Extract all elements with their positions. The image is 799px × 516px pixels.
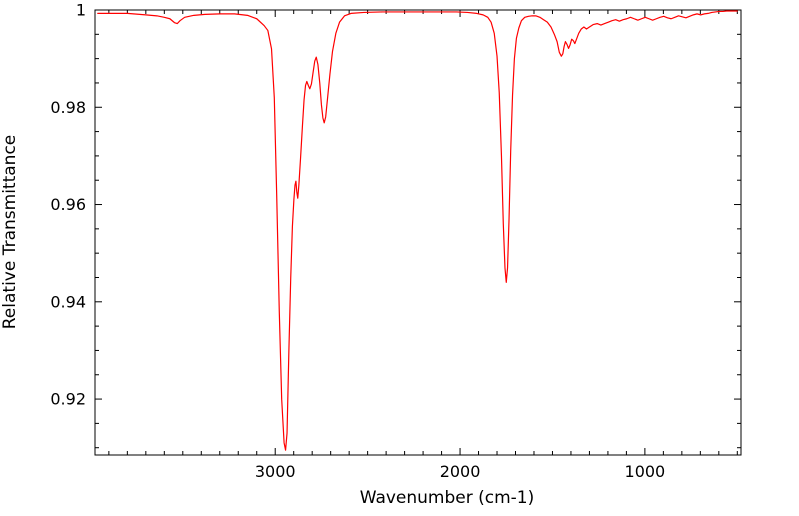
y-tick-label: 0.92 — [50, 390, 86, 409]
y-tick-label: 1 — [76, 1, 86, 20]
y-tick-label: 0.94 — [50, 292, 86, 311]
x-tick-label: 2000 — [440, 462, 481, 481]
x-axis-title: Wavenumber (cm-1) — [359, 488, 535, 508]
y-tick-label: 0.96 — [50, 195, 86, 214]
x-tick-label: 1000 — [625, 462, 666, 481]
y-axis-title: Relative Transmittance — [0, 134, 20, 330]
y-tick-label: 0.98 — [50, 98, 86, 117]
x-tick-label: 3000 — [255, 462, 296, 481]
plot-frame — [94, 9, 742, 456]
spectrum-line — [97, 10, 738, 451]
